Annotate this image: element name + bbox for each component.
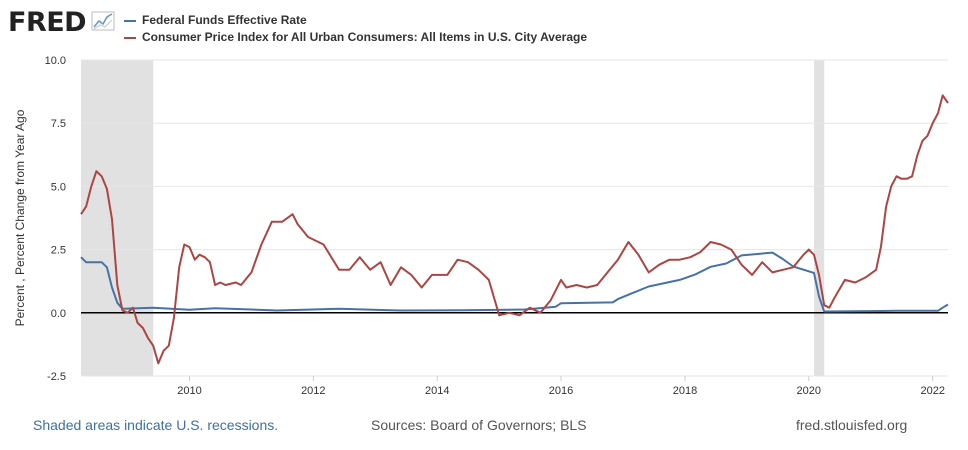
x-tick-label: 2014: [425, 385, 449, 397]
x-tick-label: 2020: [797, 385, 821, 397]
chart-legend: Federal Funds Effective Rate Consumer Pr…: [124, 12, 587, 46]
legend-swatch-fedfunds: [124, 19, 136, 22]
chart-line-icon: [91, 11, 115, 31]
series-lines: [80, 94, 949, 365]
y-tick-label: 10.0: [45, 55, 66, 67]
y-axis: -2.5 0.0 2.5 5.0 7.5 10.0: [45, 55, 66, 383]
y-tick-label: 5.0: [51, 181, 66, 193]
y-tick-label: -2.5: [47, 371, 66, 383]
fred-logo-graphic: FRED: [8, 7, 115, 38]
y-tick-label: 2.5: [51, 245, 66, 257]
gridlines: [81, 59, 948, 377]
x-tick-label: 2016: [549, 385, 573, 397]
recession-note: Shaded areas indicate U.S. recessions.: [33, 417, 279, 433]
series-line-cpi[interactable]: [80, 94, 949, 365]
sources-text: Sources: Board of Governors; BLS: [371, 417, 587, 433]
line-chart: -2.50.02.55.07.510.0 2010 2012 2014 2016 201…: [13, 55, 949, 397]
recession-bands: [81, 60, 825, 376]
y-axis-title: Percent , Percent Change from Year Ago: [13, 109, 27, 326]
x-tick-label: 2010: [177, 385, 201, 397]
legend-label-fedfunds: Federal Funds Effective Rate: [142, 13, 307, 27]
recession-band-0: [81, 60, 154, 376]
fred-site-link[interactable]: fred.stlouisfed.org: [796, 417, 908, 433]
x-tick-label: 2022: [920, 385, 944, 397]
x-tick-label: 2018: [673, 385, 697, 397]
legend-item-fedfunds[interactable]: Federal Funds Effective Rate: [124, 12, 587, 29]
x-tick-label: 2012: [301, 385, 325, 397]
y-tick-label: 0.0: [51, 308, 66, 320]
x-axis: 2010 2012 2014 2016 2018 2020 2022: [177, 376, 945, 397]
fred-logo[interactable]: FRED: [8, 6, 118, 41]
legend-item-cpi[interactable]: Consumer Price Index for All Urban Consu…: [124, 29, 587, 46]
fred-logo-text: FRED: [8, 7, 86, 36]
y-tick-label: 7.5: [51, 118, 66, 130]
legend-swatch-cpi: [124, 36, 136, 39]
chart-header: FRED Federal Funds Effective Rate Consum…: [0, 0, 968, 50]
legend-label-cpi: Consumer Price Index for All Urban Consu…: [142, 30, 587, 44]
recession-band-1: [814, 60, 825, 376]
chart-footer: Shaded areas indicate U.S. recessions. S…: [0, 414, 968, 438]
